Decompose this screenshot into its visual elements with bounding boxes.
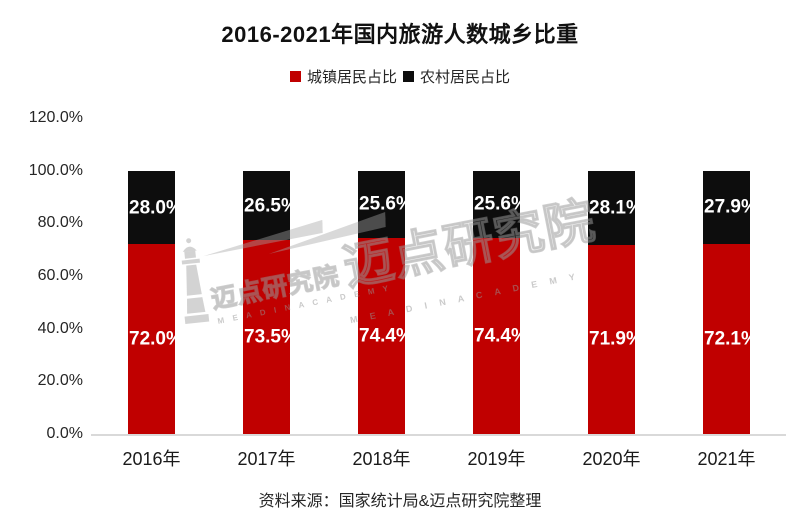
rural-segment: 28.0%	[128, 170, 183, 245]
x-axis-label: 2021年	[697, 449, 756, 469]
legend-label-rural: 农村居民占比	[420, 69, 511, 86]
x-axis-label: 2017年	[237, 449, 296, 469]
y-tick-label: 100.0%	[28, 161, 83, 179]
x-axis-label: 2018年	[352, 449, 411, 469]
rural-segment: 28.1%	[588, 170, 643, 245]
bar-2020年: 28.1% 71.9%	[588, 170, 643, 434]
urban-segment: 71.9%	[588, 244, 643, 434]
y-tick-label: 120.0%	[28, 109, 83, 127]
y-tick-label: 40.0%	[37, 319, 83, 337]
source-note: 资料来源：国家统计局&迈点研究院整理	[258, 493, 542, 510]
bar-2019年: 25.6% 74.4%	[473, 170, 528, 434]
rural-value-label: 28.1%	[589, 197, 643, 219]
urban-value-label: 74.4%	[359, 325, 413, 347]
legend-swatch-rural-icon	[403, 71, 414, 82]
y-tick-label: 20.0%	[37, 372, 83, 390]
x-axis-line	[91, 434, 786, 436]
legend-item-rural: 农村居民占比	[403, 66, 510, 87]
urban-value-label: 72.1%	[704, 328, 758, 350]
bar-2021年: 27.9% 72.1%	[703, 170, 758, 434]
urban-value-label: 74.4%	[474, 325, 528, 347]
rural-value-label: 28.0%	[129, 197, 183, 219]
urban-segment: 73.5%	[243, 240, 298, 434]
rural-value-label: 25.6%	[474, 193, 528, 215]
urban-segment: 72.0%	[128, 244, 183, 434]
urban-segment: 74.4%	[473, 238, 528, 434]
x-axis-label: 2020年	[582, 449, 641, 469]
rural-segment: 26.5%	[243, 170, 298, 241]
urban-segment: 74.4%	[358, 238, 413, 434]
rural-value-label: 27.9%	[704, 196, 758, 218]
bar-2017年: 26.5% 73.5%	[243, 170, 298, 434]
urban-value-label: 73.5%	[244, 326, 298, 348]
urban-value-label: 72.0%	[129, 328, 183, 350]
rural-segment: 25.6%	[473, 170, 528, 239]
y-tick-label: 80.0%	[37, 214, 83, 232]
x-axis-label: 2016年	[122, 449, 181, 469]
bar-2016年: 28.0% 72.0%	[128, 170, 183, 434]
legend-label-urban: 城镇居民占比	[306, 69, 397, 86]
bar-2018年: 25.6% 74.4%	[358, 170, 413, 434]
urban-segment: 72.1%	[703, 244, 758, 434]
y-tick-label: 0.0%	[46, 425, 83, 442]
rural-segment: 25.6%	[358, 170, 413, 239]
urban-value-label: 71.9%	[589, 328, 643, 350]
legend: 城镇居民占比 农村居民占比	[0, 66, 800, 87]
legend-item-urban: 城镇居民占比	[289, 66, 397, 87]
chart-title: 2016-2021年国内旅游人数城乡比重	[221, 22, 579, 47]
lighthouse-watermark-icon	[181, 238, 210, 325]
rural-segment: 27.9%	[703, 170, 758, 245]
y-tick-label: 60.0%	[37, 267, 83, 285]
legend-swatch-urban-icon	[289, 71, 301, 82]
x-axis-label: 2019年	[467, 449, 526, 469]
rural-value-label: 25.6%	[359, 193, 413, 215]
rural-value-label: 26.5%	[244, 195, 298, 217]
